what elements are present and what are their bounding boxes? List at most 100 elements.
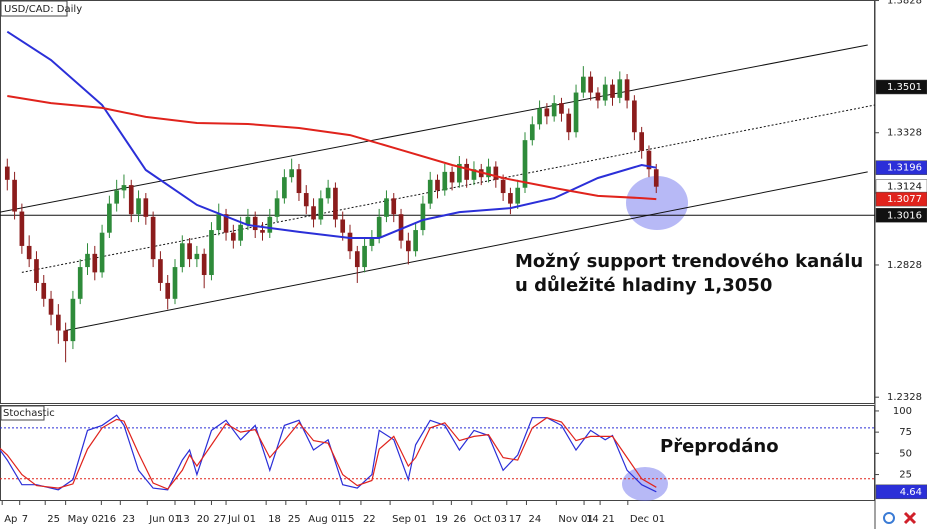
- x-tick-label: 22: [363, 514, 376, 525]
- candle-body: [121, 185, 127, 191]
- candle-body: [282, 177, 287, 199]
- price-marker: [875, 160, 927, 175]
- candle-body: [4, 166, 10, 180]
- candle-body: [435, 179, 440, 191]
- y-tick-label: 100: [893, 406, 912, 417]
- candle-body: [165, 282, 171, 299]
- candle-body: [296, 169, 302, 194]
- icon[interactable]: [903, 511, 917, 525]
- icon[interactable]: [883, 512, 895, 524]
- price-marker: [875, 79, 927, 95]
- x-tick-label: 25: [47, 514, 60, 525]
- candle-body: [632, 100, 637, 133]
- candle-body: [252, 216, 258, 231]
- candle-body: [573, 92, 579, 133]
- candle-body: [150, 216, 156, 260]
- candle-body: [48, 298, 54, 315]
- candle-body: [311, 206, 316, 220]
- y-tick-label: 1.2328: [887, 392, 922, 403]
- x-tick-label: May 02: [68, 514, 105, 525]
- candle-body: [471, 169, 477, 180]
- y-tick-label: 1.3828: [887, 0, 922, 7]
- candle-body: [347, 232, 353, 252]
- y-tick-label: 50: [899, 448, 912, 459]
- x-tick-label: Oct 03: [474, 514, 507, 525]
- candle-body: [107, 203, 112, 233]
- candle-body: [544, 108, 550, 117]
- price-marker-label: 1.3016: [887, 210, 922, 221]
- candle-body: [63, 330, 68, 342]
- candle-body: [19, 211, 25, 246]
- x-tick-label: 17: [509, 514, 522, 525]
- candle-body: [537, 108, 542, 125]
- candle-body: [610, 84, 615, 98]
- x-tick-label: 15: [342, 514, 355, 525]
- candle-body: [12, 179, 17, 212]
- candle-body: [245, 216, 251, 225]
- candle-body: [201, 253, 207, 276]
- candle-body: [515, 187, 521, 204]
- x-tick-label: 27: [213, 514, 226, 525]
- candle-body: [406, 240, 411, 252]
- candle-body: [581, 76, 586, 93]
- x-tick-label: Sep 01: [392, 514, 427, 525]
- trend-line: [21, 104, 876, 273]
- candle-body: [595, 92, 601, 101]
- title-box: [0, 405, 45, 421]
- y-tick-label: 1.2828: [887, 260, 922, 271]
- x-tick-label: 24: [528, 514, 541, 525]
- candle-body: [529, 124, 535, 141]
- annotation: Přeprodáno: [660, 436, 779, 457]
- candle-body: [639, 132, 644, 151]
- x-tick-label: 18: [268, 514, 281, 525]
- candle-body: [646, 150, 652, 170]
- candle-body: [449, 171, 455, 183]
- candle-body: [216, 214, 222, 231]
- candle-body: [566, 113, 572, 133]
- x-tick-label: Nov 01: [558, 514, 593, 525]
- x-tick-label: 13: [177, 514, 190, 525]
- candle-body: [427, 179, 433, 204]
- candle-body: [486, 166, 491, 178]
- candle-body: [26, 245, 32, 260]
- candle-body: [92, 253, 98, 273]
- series-line: [0, 414, 657, 493]
- candle-body: [624, 79, 630, 101]
- candle-body: [398, 214, 404, 241]
- candle-body: [442, 171, 448, 191]
- title-box: [0, 0, 68, 17]
- candle-body: [500, 179, 506, 194]
- candle-body: [143, 198, 149, 217]
- candle-body: [194, 253, 200, 260]
- candle-body: [34, 259, 39, 283]
- trend-line: [0, 44, 868, 213]
- candle-body: [136, 198, 141, 215]
- candle-body: [522, 140, 528, 188]
- candle-body: [362, 245, 367, 268]
- series-line: [6, 30, 657, 239]
- price-marker-label: 4.64: [900, 487, 922, 498]
- candle-body: [602, 84, 608, 101]
- candle-body: [77, 267, 83, 299]
- candle-body: [508, 193, 513, 204]
- annotation: u důležité hladiny 1,3050: [515, 274, 772, 296]
- candle-body: [209, 230, 214, 276]
- toolbar-icons[interactable]: [883, 511, 917, 525]
- candle-body: [231, 232, 236, 241]
- candle-body: [260, 230, 265, 233]
- price-marker: [875, 208, 927, 223]
- candle-body: [318, 198, 324, 220]
- candle-body: [158, 259, 163, 283]
- candle-body: [420, 203, 426, 231]
- candle-body: [464, 163, 469, 180]
- candle-body: [376, 216, 382, 238]
- price-marker: [875, 191, 927, 207]
- candle-body: [223, 214, 229, 233]
- series-line: [7, 95, 657, 201]
- candle-body: [56, 314, 61, 331]
- candle-body: [85, 253, 90, 268]
- candle-body: [289, 169, 294, 178]
- x-tick-label: 19: [435, 514, 448, 525]
- candle-body: [413, 230, 418, 252]
